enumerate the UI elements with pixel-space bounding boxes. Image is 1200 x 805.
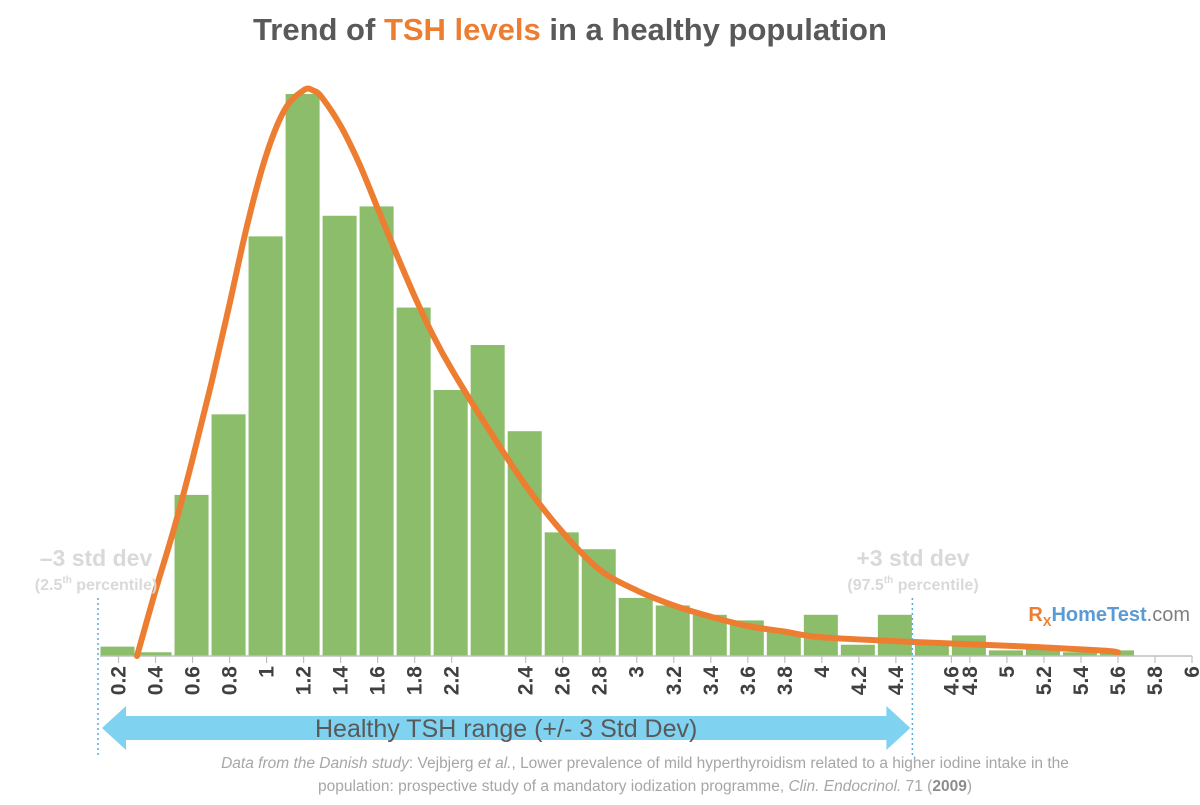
x-tick-label: 4.8 <box>959 666 982 696</box>
x-tick-label: 2.8 <box>589 666 612 696</box>
percentile-label: (2.5th percentile) <box>35 575 157 594</box>
histogram-bar <box>433 389 468 656</box>
x-tick-label: 0.8 <box>219 666 242 696</box>
histogram-bar <box>285 94 320 656</box>
histogram-bar <box>359 206 394 656</box>
chart-title-highlight: TSH levels <box>384 12 541 47</box>
histogram-bar <box>1062 652 1097 656</box>
x-tick-label: 5.4 <box>1070 666 1093 696</box>
x-tick-label: 3.6 <box>737 666 760 695</box>
x-tick-label: 3.4 <box>700 666 723 696</box>
histogram-bar <box>618 597 653 656</box>
x-tick-label: 4 <box>811 666 834 678</box>
histogram-bar <box>174 494 209 656</box>
histogram-bar <box>914 642 949 656</box>
std-dev-label: –3 std dev <box>40 545 153 571</box>
histogram-bars <box>100 94 1134 656</box>
trend-curve <box>134 85 1121 659</box>
histogram-bar <box>100 646 135 656</box>
chart-title: Trend of TSH levels in a healthy populat… <box>253 12 887 47</box>
x-tick-label: 1.2 <box>293 666 316 695</box>
x-tick-label: 2.4 <box>515 666 538 696</box>
histogram-bar <box>988 650 1023 656</box>
rxhometest-logo: RXHomeTest.com <box>1028 604 1190 629</box>
histogram-bar <box>544 532 579 656</box>
x-tick-label: 4.2 <box>848 666 871 695</box>
x-tick-label: 0.2 <box>108 666 131 695</box>
x-tick-label: 4.4 <box>885 666 908 696</box>
std-dev-markers: –3 std dev (2.5th percentile) +3 std dev (9… <box>35 545 979 758</box>
histogram-bar <box>248 236 283 656</box>
histogram-bar <box>877 614 912 656</box>
histogram-bar <box>655 605 690 656</box>
x-tick-label: 4.6 <box>940 666 963 695</box>
histogram-bar <box>322 215 357 656</box>
x-tick-label: 5 <box>996 666 1019 678</box>
x-tick-label: 0.4 <box>145 666 168 696</box>
x-tick-label: 3 <box>626 666 649 678</box>
x-tick-label: 5.2 <box>1033 666 1056 695</box>
x-tick-label: 1 <box>256 666 279 678</box>
x-axis-ticks: 0.2 0.4 0.6 0.8 1 1.2 1.4 1.6 1.8 2.2 2.4 2.6 2.8 3 3.… <box>108 656 1200 695</box>
histogram-bar <box>1025 648 1060 656</box>
percentile-label: (97.5th percentile) <box>847 575 978 594</box>
x-tick-label: 1.4 <box>330 666 353 696</box>
range-label: Healthy TSH range (+/- 3 Std Dev) <box>315 715 697 743</box>
histogram-bar <box>840 644 875 656</box>
x-tick-label: 3.2 <box>663 666 686 695</box>
citation-line-1: Data from the Danish study: Vejbjerg et … <box>221 755 1069 772</box>
x-tick-label: 2.6 <box>552 666 575 695</box>
x-tick-label: 3.8 <box>774 666 797 696</box>
std-dev-label: +3 std dev <box>856 545 969 571</box>
x-tick-label: 0.6 <box>182 666 205 695</box>
x-tick-label: 1.6 <box>367 666 390 695</box>
x-tick-label: 1.8 <box>404 666 427 696</box>
range-arrow-shape <box>102 706 911 750</box>
x-tick-label: 6 <box>1181 666 1200 678</box>
x-tick-label: 2.2 <box>441 666 464 695</box>
citation-line-2: population: prospective study of a manda… <box>318 778 972 795</box>
x-tick-label: 5.8 <box>1144 666 1167 696</box>
histogram-bar <box>470 345 505 656</box>
x-tick-label: 5.6 <box>1107 666 1130 695</box>
histogram-bar <box>211 414 246 656</box>
healthy-range-arrow: Healthy TSH range (+/- 3 Std Dev) <box>102 706 911 750</box>
histogram-bar <box>137 652 172 656</box>
histogram-bar <box>396 307 431 656</box>
